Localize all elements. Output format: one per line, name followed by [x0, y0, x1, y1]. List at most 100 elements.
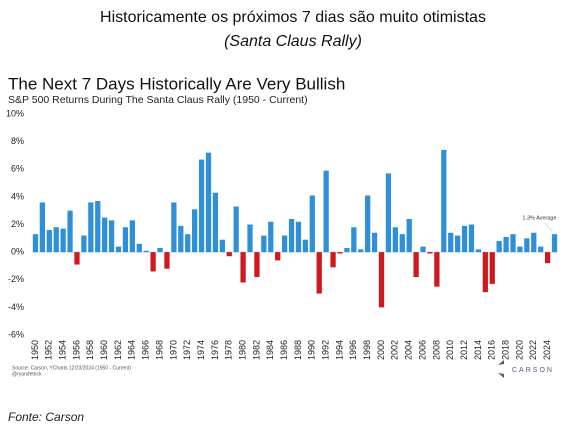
bar	[378, 252, 385, 308]
bar	[171, 202, 177, 253]
header-subtitle: (Santa Claus Rally)	[224, 33, 362, 50]
bar	[192, 209, 198, 253]
x-tick-label: 2008	[431, 340, 441, 360]
bar	[74, 252, 80, 265]
bar	[67, 210, 73, 253]
bar	[524, 238, 530, 253]
x-tick-label: 1990	[307, 340, 317, 360]
bar	[385, 173, 392, 253]
bar	[95, 201, 101, 253]
y-tick-label: 4%	[11, 191, 24, 201]
x-tick-label: 2006	[417, 340, 427, 360]
bar	[330, 252, 336, 268]
bar	[226, 252, 232, 257]
x-tick-label: 1964	[127, 340, 137, 360]
bar	[288, 218, 295, 253]
y-tick-label: 0%	[11, 247, 24, 257]
bar	[413, 252, 419, 277]
bar	[60, 228, 66, 253]
bar	[178, 225, 184, 253]
bar	[261, 235, 267, 253]
bar	[46, 230, 52, 253]
x-tick-label: 1978	[224, 340, 234, 360]
bar	[468, 224, 475, 253]
x-tick-label: 1998	[362, 340, 372, 360]
y-tick-label: 6%	[11, 164, 24, 174]
bar	[247, 224, 253, 253]
x-tick-label: 1958	[85, 340, 95, 360]
bar	[371, 232, 378, 253]
bar	[39, 202, 46, 253]
y-tick-label: 10%	[6, 108, 24, 118]
bar	[281, 235, 288, 253]
bar	[309, 195, 315, 253]
bar	[275, 252, 281, 261]
y-tick-label: -6%	[8, 329, 24, 339]
bar	[496, 241, 502, 253]
bar	[392, 227, 398, 253]
bar	[316, 252, 322, 294]
source: Source: Carson, YCharts 12/23/2024 (1950…	[12, 365, 131, 371]
bar	[323, 170, 329, 253]
bar	[108, 220, 115, 253]
x-tick-label: 1994	[334, 340, 344, 360]
bar	[295, 221, 302, 253]
x-tick-label: 1988	[293, 340, 303, 360]
x-tick-label: 1976	[210, 340, 220, 360]
bar	[517, 246, 523, 253]
y-tick-label: -4%	[8, 302, 24, 312]
x-tick-label: 1970	[168, 340, 178, 360]
bar	[406, 218, 412, 253]
footer: Fonte: Carson	[8, 410, 84, 424]
x-tick-label: 1954	[58, 340, 68, 360]
bar	[365, 195, 371, 253]
x-tick-label: 1982	[251, 340, 261, 360]
bar	[53, 227, 59, 253]
bar	[434, 252, 440, 287]
bar	[32, 234, 39, 253]
annotation-line	[544, 222, 553, 232]
bar	[185, 234, 191, 253]
bar	[88, 202, 94, 253]
bar	[551, 234, 558, 253]
x-tick-label: 2024	[542, 340, 552, 360]
bar	[461, 225, 468, 253]
x-tick-label: 1972	[182, 340, 192, 360]
bar	[240, 252, 246, 283]
x-tick-label: 1980	[237, 340, 247, 360]
x-tick-label: 1984	[265, 340, 275, 360]
x-tick-label: 1966	[141, 340, 151, 360]
bar	[427, 252, 433, 254]
x-tick-label: 1986	[279, 340, 289, 360]
bar	[420, 246, 426, 253]
x-tick-label: 2000	[376, 340, 386, 360]
bar	[150, 252, 156, 272]
x-tick-label: 2016	[487, 340, 497, 360]
bar	[351, 227, 357, 253]
bar	[302, 239, 309, 253]
bar	[538, 246, 544, 253]
y-tick-label: 8%	[11, 136, 24, 146]
chart-title: The Next 7 Days Historically Are Very Bu…	[8, 74, 345, 93]
bar	[157, 247, 163, 253]
annotation: 1.3% Average	[522, 215, 556, 221]
x-tick-label: 1996	[348, 340, 358, 360]
bar	[448, 232, 454, 253]
x-tick-label: 2020	[514, 340, 524, 360]
x-tick-label: 1992	[321, 340, 331, 360]
x-tick-label: 1968	[154, 340, 164, 360]
handle: @ryandetrick	[12, 371, 42, 377]
x-tick-label: 2022	[528, 340, 538, 360]
bar	[531, 232, 537, 253]
bar	[143, 250, 149, 253]
bar	[344, 247, 350, 253]
bar	[482, 252, 488, 293]
x-tick-label: 1960	[99, 340, 109, 360]
x-tick-label: 2004	[404, 340, 414, 360]
x-tick-label: 1956	[71, 340, 81, 360]
bar	[233, 206, 239, 253]
bar	[81, 235, 87, 253]
x-tick-label: 2012	[459, 340, 469, 360]
